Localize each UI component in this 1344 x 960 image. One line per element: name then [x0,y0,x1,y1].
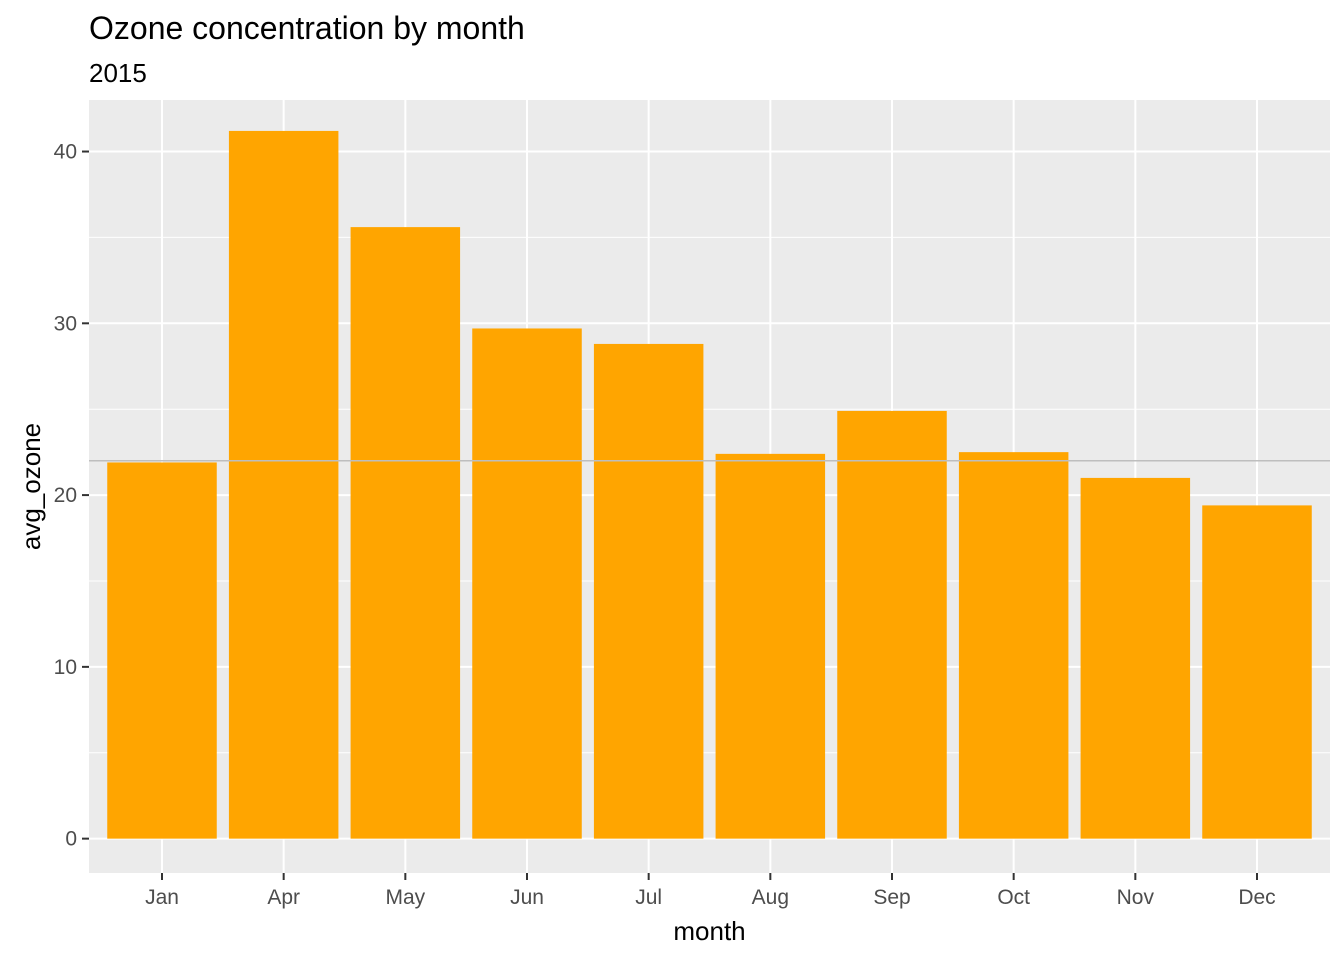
bar-jan [107,462,217,839]
y-tick-label: 40 [54,141,77,164]
bar-jun [472,328,582,839]
bar-nov [1080,477,1191,839]
x-tick-label: Jun [510,886,544,909]
x-tick-label: May [385,886,425,909]
bar-dec [1202,505,1312,839]
x-tick-label: Aug [752,886,789,909]
x-tick-label: Jan [145,886,179,909]
bar-jul [593,343,704,839]
x-tick-label: Dec [1238,886,1275,909]
chart-title: Ozone concentration by month [89,10,525,46]
x-axis-title: month [673,916,745,946]
bar-aug [715,453,826,839]
x-tick-label: Jul [635,886,662,909]
x-axis: Jan Apr May Jun Jul Aug Sep Oct Nov Dec [145,873,1276,909]
x-tick-label: Oct [997,886,1030,909]
bar-oct [958,452,1069,839]
x-tick-label: Nov [1117,886,1155,909]
y-tick-label: 30 [54,312,77,335]
chart-subtitle: 2015 [89,58,147,88]
y-axis-title: avg_ozone [16,423,46,550]
bar-may [350,227,461,839]
y-tick-label: 20 [54,484,77,507]
bar-apr [228,130,339,839]
x-tick-label: Apr [267,886,300,909]
x-tick-label: Sep [873,886,910,909]
y-tick-label: 0 [65,828,77,851]
y-tick-label: 10 [54,656,77,679]
bars [107,130,1312,839]
y-axis: 0 10 20 30 40 [54,141,89,851]
bar-sep [837,410,947,839]
